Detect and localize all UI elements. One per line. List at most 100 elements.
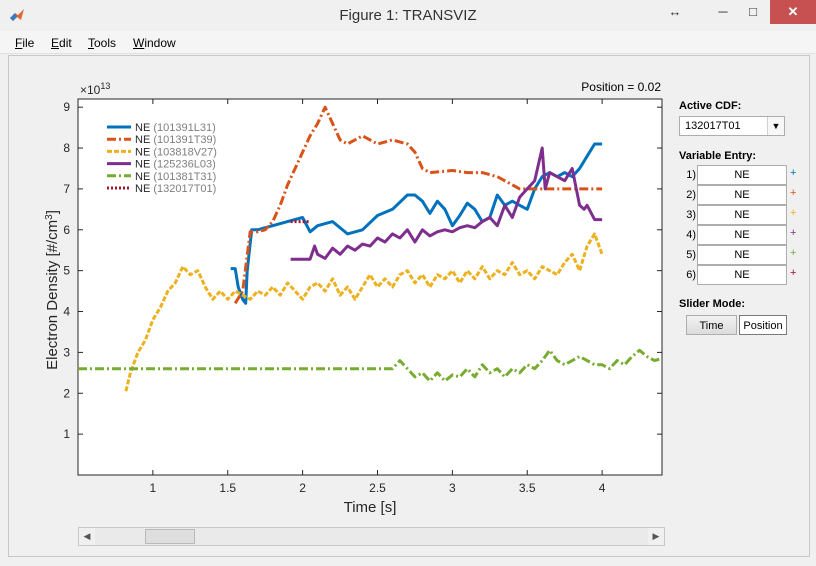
legend-series-name: NE bbox=[135, 159, 153, 171]
y-tick-label: 5 bbox=[63, 264, 70, 278]
scroll-left-icon[interactable]: ◀ bbox=[79, 528, 95, 545]
position-slider[interactable]: ◀ ▶ bbox=[78, 527, 665, 546]
legend-series-id: (101391L31) bbox=[153, 122, 215, 134]
variable-input-4[interactable]: NE bbox=[697, 225, 787, 245]
variable-number: 6) bbox=[686, 269, 696, 281]
legend-entry: NE (101391L31) bbox=[135, 122, 216, 134]
y-tick-label: 6 bbox=[63, 223, 70, 237]
legend-entry: NE (132017T01) bbox=[135, 183, 216, 195]
legend-series-id: (103818V27) bbox=[153, 146, 217, 158]
plus-icon[interactable]: + bbox=[790, 167, 797, 179]
variable-input-5[interactable]: NE bbox=[697, 245, 787, 265]
matlab-icon bbox=[10, 9, 24, 21]
legend-series-id: (101381T31) bbox=[153, 171, 216, 183]
menu-tools-accel: T bbox=[88, 36, 94, 50]
variable-number: 5) bbox=[686, 249, 696, 261]
position-mode-button[interactable]: Position bbox=[739, 315, 787, 335]
legend-entry: NE (101381T31) bbox=[135, 171, 216, 183]
menu-edit-accel: E bbox=[51, 36, 60, 50]
plus-icon[interactable]: + bbox=[790, 267, 797, 279]
x-tick-label: 2 bbox=[299, 481, 306, 495]
menu-file[interactable]: File bbox=[15, 36, 34, 50]
legend-entry: NE (101391T39) bbox=[135, 134, 216, 146]
variable-input-1[interactable]: NE bbox=[697, 165, 787, 185]
active-cdf-label: Active CDF: bbox=[679, 100, 742, 112]
x-axis-label: Time [s] bbox=[344, 499, 397, 516]
chevron-down-icon[interactable]: ▼ bbox=[767, 117, 784, 135]
legend-series-name: NE bbox=[135, 122, 153, 134]
legend-series-id: (101391T39) bbox=[153, 134, 216, 146]
slider-thumb[interactable] bbox=[145, 529, 195, 544]
x-tick-label: 3 bbox=[449, 481, 456, 495]
active-cdf-value: 132017T01 bbox=[685, 120, 741, 132]
scroll-right-icon[interactable]: ▶ bbox=[648, 528, 664, 545]
legend-series-name: NE bbox=[135, 134, 153, 146]
menu-window-rest: indow bbox=[144, 36, 176, 50]
variable-entry-row: 1) NE + bbox=[680, 165, 800, 185]
variable-input-3[interactable]: NE bbox=[697, 205, 787, 225]
y-tick-label: 2 bbox=[63, 386, 70, 400]
minimize-button[interactable]: ─ bbox=[718, 4, 728, 19]
x-tick-label: 2.5 bbox=[369, 481, 386, 495]
variable-number: 3) bbox=[686, 209, 696, 221]
variable-entry-row: 4) NE + bbox=[680, 225, 800, 245]
plus-icon[interactable]: + bbox=[790, 227, 797, 239]
series-line-4 bbox=[290, 146, 603, 261]
plus-icon[interactable]: + bbox=[790, 207, 797, 219]
menu-file-accel: F bbox=[15, 36, 23, 50]
x-tick-label: 3.5 bbox=[519, 481, 536, 495]
legend-entry: NE (103818V27) bbox=[135, 146, 217, 158]
y-axis-label: Electron Density [#/cm3] bbox=[44, 210, 61, 370]
plus-icon[interactable]: + bbox=[790, 187, 797, 199]
legend-series-name: NE bbox=[135, 171, 153, 183]
series-line-1 bbox=[230, 142, 603, 305]
restore-arrows-icon[interactable]: ↔ bbox=[668, 4, 682, 19]
y-tick-label: 4 bbox=[63, 305, 70, 319]
x-tick-label: 1.5 bbox=[219, 481, 236, 495]
menu-window-accel: W bbox=[133, 36, 145, 50]
variable-entry-row: 2) NE + bbox=[680, 185, 800, 205]
menu-file-rest: ile bbox=[22, 36, 35, 50]
maximize-button[interactable]: □ bbox=[749, 4, 757, 19]
y-tick-label: 9 bbox=[63, 100, 70, 114]
position-readout: Position = 0.02 bbox=[581, 80, 661, 94]
legend-series-name: NE bbox=[135, 146, 153, 158]
variable-entry-row: 6) NE + bbox=[680, 265, 800, 285]
title-bar: Figure 1: TRANSVIZ ↔ ─ □ ✕ bbox=[0, 0, 816, 32]
legend-series-id: (132017T01) bbox=[153, 183, 216, 195]
slider-mode-label: Slider Mode: bbox=[679, 298, 746, 310]
menu-window[interactable]: Window bbox=[133, 36, 176, 50]
variable-input-2[interactable]: NE bbox=[697, 185, 787, 205]
variable-entry-row: 5) NE + bbox=[680, 245, 800, 265]
menu-edit-rest: dit bbox=[59, 36, 72, 50]
variable-entry-label: Variable Entry: bbox=[679, 150, 757, 162]
y-tick-label: 1 bbox=[63, 427, 70, 441]
variable-number: 1) bbox=[686, 169, 696, 181]
time-mode-button[interactable]: Time bbox=[686, 315, 737, 335]
variable-entry-row: 3) NE + bbox=[680, 205, 800, 225]
menu-edit[interactable]: Edit bbox=[51, 36, 72, 50]
close-button[interactable]: ✕ bbox=[770, 0, 816, 24]
series-line-2 bbox=[233, 105, 603, 305]
legend-series-id: (125236L03) bbox=[153, 159, 215, 171]
series-line-3 bbox=[124, 232, 604, 392]
legend: NE (101391L31)NE (101391T39)NE (103818V2… bbox=[107, 122, 217, 195]
variable-input-6[interactable]: NE bbox=[697, 265, 787, 285]
x-tick-label: 4 bbox=[599, 481, 606, 495]
series-line-5 bbox=[78, 348, 663, 383]
axes-background bbox=[77, 98, 663, 476]
y-tick-label: 8 bbox=[63, 141, 70, 155]
active-cdf-select[interactable]: 132017T01 ▼ bbox=[679, 116, 785, 136]
menu-tools[interactable]: Tools bbox=[88, 36, 116, 50]
menu-tools-rest: ools bbox=[94, 36, 117, 50]
variable-number: 2) bbox=[686, 189, 696, 201]
plus-icon[interactable]: + bbox=[790, 247, 797, 259]
window-title: Figure 1: TRANSVIZ bbox=[339, 7, 477, 24]
variable-number: 4) bbox=[686, 229, 696, 241]
legend-entry: NE (125236L03) bbox=[135, 159, 216, 171]
legend-series-name: NE bbox=[135, 183, 153, 195]
y-multiplier: ×1013 bbox=[80, 81, 110, 97]
x-tick-label: 1 bbox=[150, 481, 157, 495]
y-tick-label: 3 bbox=[63, 345, 70, 359]
